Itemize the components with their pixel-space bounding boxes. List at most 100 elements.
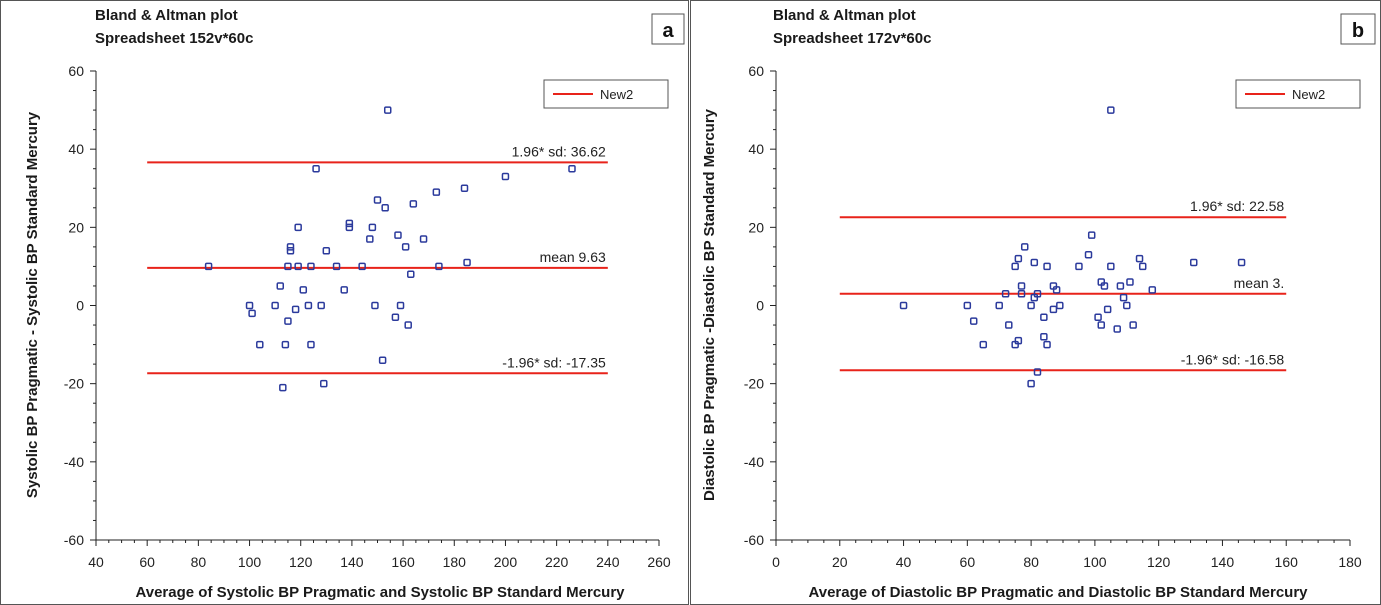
y-tick-label: 60 xyxy=(68,63,84,79)
legend: New2 xyxy=(1235,79,1361,109)
data-point xyxy=(1005,321,1013,329)
x-tick-label: 80 xyxy=(191,554,207,570)
data-point xyxy=(284,317,292,325)
data-point xyxy=(1027,301,1035,310)
data-point xyxy=(1011,262,1019,271)
x-tick-label: 20 xyxy=(832,554,848,570)
y-axis-label: Systolic BP Pragmatic - Systolic BP Stan… xyxy=(24,111,41,498)
data-point xyxy=(1126,278,1134,286)
x-tick-label: 100 xyxy=(238,554,262,570)
data-point xyxy=(394,231,402,239)
y-tick-label: -40 xyxy=(64,454,84,470)
data-point xyxy=(1049,305,1058,314)
data-point xyxy=(281,340,290,349)
data-point xyxy=(317,301,325,310)
y-tick-label: 60 xyxy=(748,63,764,79)
data-point xyxy=(501,172,510,181)
data-point xyxy=(1017,290,1026,298)
panel-b: Bland & Altman plot Spreadsheet 172v*60c… xyxy=(690,0,1381,605)
data-point xyxy=(1052,286,1061,294)
data-point xyxy=(432,188,441,196)
panel-letter: a xyxy=(662,20,674,42)
x-tick-label: 60 xyxy=(139,554,155,570)
y-tick-label: 20 xyxy=(748,219,764,235)
data-point xyxy=(1033,368,1042,376)
panel-letter-box xyxy=(1340,13,1376,45)
data-point xyxy=(322,247,331,255)
data-point xyxy=(1107,262,1115,271)
x-tick-label: 40 xyxy=(896,554,912,570)
data-point xyxy=(1014,254,1023,263)
data-point xyxy=(1014,336,1023,345)
data-point xyxy=(391,313,400,321)
data-point xyxy=(899,301,908,310)
x-tick-label: 80 xyxy=(1023,554,1039,570)
panel-a: Bland & Altman plot Spreadsheet 152v*60c… xyxy=(0,0,689,605)
x-tick-label: 180 xyxy=(443,554,467,570)
data-point xyxy=(1040,313,1048,321)
chart-subtitle: Spreadsheet 152v*60c xyxy=(95,30,253,47)
data-point xyxy=(1075,262,1083,271)
axes: 0 20 40 60 80 100 120 140 160 180 -60 -40 -20 0 20 40 60 xyxy=(744,63,1362,570)
y-axis-label: Diastolic BP Pragmatic -Diastolic BP Sta… xyxy=(701,108,718,501)
data-point xyxy=(1033,290,1042,298)
data-point xyxy=(1129,321,1137,329)
data-point xyxy=(995,301,1003,310)
data-point xyxy=(307,340,315,349)
x-tick-label: 60 xyxy=(960,554,976,570)
x-tick-label: 220 xyxy=(545,554,569,570)
data-point xyxy=(963,301,972,310)
x-tick-label: 100 xyxy=(1083,554,1107,570)
data-point xyxy=(1020,243,1029,251)
data-point xyxy=(1043,340,1051,349)
x-tick-label: 40 xyxy=(88,554,104,570)
data-point xyxy=(1123,301,1131,310)
data-point xyxy=(1138,262,1147,271)
y-tick-label: 0 xyxy=(756,298,764,314)
x-tick-label: 200 xyxy=(494,554,518,570)
reference-line-label: -1.96* sd: -16.58 xyxy=(1181,351,1285,367)
data-point xyxy=(1056,301,1064,310)
data-point xyxy=(1097,321,1106,329)
y-tick-label: -20 xyxy=(64,376,84,392)
data-point xyxy=(371,301,379,310)
data-point xyxy=(1116,282,1125,290)
data-point xyxy=(1119,293,1128,302)
data-points xyxy=(899,106,1246,388)
data-point xyxy=(1107,106,1115,114)
data-point xyxy=(271,301,279,310)
data-point xyxy=(396,301,405,310)
reference-line-label: mean 9.63 xyxy=(540,249,606,265)
y-tick-label: -40 xyxy=(744,454,764,470)
x-tick-label: 160 xyxy=(1275,554,1299,570)
y-tick-label: 40 xyxy=(748,141,764,157)
data-point xyxy=(463,258,471,267)
data-point xyxy=(419,235,428,243)
legend-label: New2 xyxy=(1292,87,1325,102)
data-point xyxy=(1103,305,1112,314)
data-point xyxy=(401,243,410,251)
data-point xyxy=(568,164,576,173)
x-tick-label: 140 xyxy=(1211,554,1235,570)
x-tick-label: 260 xyxy=(647,554,671,570)
x-axis-label: Average of Diastolic BP Pragmatic and Di… xyxy=(808,584,1308,601)
data-point xyxy=(378,356,387,364)
data-point xyxy=(248,309,256,318)
data-point xyxy=(312,164,320,173)
data-point xyxy=(460,184,469,192)
data-point xyxy=(1043,262,1051,271)
data-point xyxy=(1148,286,1157,294)
data-point xyxy=(1100,282,1109,290)
chart-subtitle: Spreadsheet 172v*60c xyxy=(773,30,931,47)
x-tick-label: 0 xyxy=(772,554,780,570)
data-point xyxy=(1087,231,1096,239)
reference-lines: 1.96* sd: 36.62 mean 9.63 -1.96* sd: -17.3… xyxy=(147,143,608,375)
x-tick-label: 160 xyxy=(391,554,415,570)
data-point xyxy=(245,301,254,310)
y-tick-label: -60 xyxy=(744,532,764,548)
data-point xyxy=(294,262,302,271)
data-point xyxy=(299,286,308,294)
data-point xyxy=(1094,313,1102,321)
data-point xyxy=(1030,258,1039,267)
x-axis-label: Average of Systolic BP Pragmatic and Sys… xyxy=(135,584,625,601)
